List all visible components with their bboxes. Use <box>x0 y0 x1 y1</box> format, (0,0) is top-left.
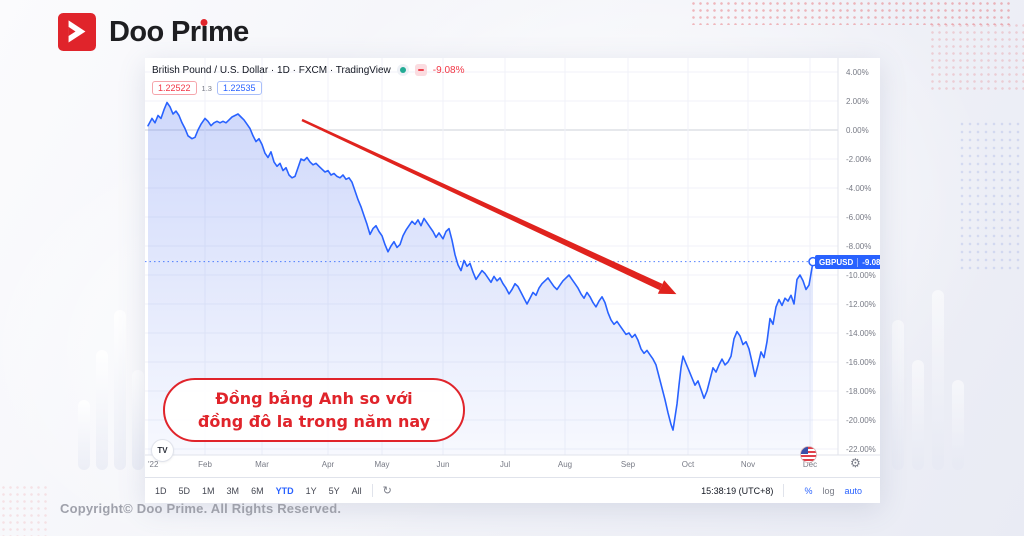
market-status-icon[interactable] <box>396 64 409 76</box>
background-decoration <box>114 310 126 470</box>
chart-header: British Pound / U.S. Dollar · 1D · FXCM … <box>152 64 464 95</box>
y-axis-label: -16.00% <box>846 357 876 367</box>
background-decoration <box>952 380 964 470</box>
range-3m[interactable]: 3M <box>226 485 240 496</box>
annotation-callout: Đồng bảng Anh so với đồng đô la trong nă… <box>163 378 465 442</box>
y-axis-label: -14.00% <box>846 328 876 338</box>
x-axis-label[interactable]: Sep <box>620 460 636 469</box>
y-axis-label: -8.00% <box>846 241 872 251</box>
range-1y[interactable]: 1Y <box>305 485 317 496</box>
chart-title[interactable]: British Pound / U.S. Dollar · 1D · FXCM … <box>152 64 391 76</box>
logo-i-dot: ı <box>200 15 208 48</box>
auto-scale-button[interactable]: auto <box>844 485 862 496</box>
y-axis-label: -12.00% <box>846 299 876 309</box>
price-line <box>147 101 814 431</box>
x-axis-label[interactable]: Jul <box>499 460 511 469</box>
copyright-text: Copyright© Doo Prime. All Rights Reserve… <box>60 501 342 516</box>
spread-value: 1.3 <box>201 83 212 93</box>
y-axis-label: -2.00% <box>846 154 872 164</box>
settings-gear-icon[interactable]: ⚙ <box>850 456 861 470</box>
y-axis-label: -22.00% <box>846 444 876 454</box>
x-axis-label[interactable]: May <box>374 460 390 469</box>
bid-price[interactable]: 1.22522 <box>152 81 197 95</box>
us-flag-icon[interactable] <box>800 446 817 463</box>
background-decoration <box>96 350 108 470</box>
brand-name-part: Doo Pr <box>109 15 201 48</box>
pause-badge-icon[interactable] <box>414 64 427 76</box>
x-axis-label[interactable]: Apr <box>321 460 335 469</box>
price-badge-value: -9.08% <box>862 257 880 267</box>
log-scale-button[interactable]: log <box>822 485 835 496</box>
ask-price[interactable]: 1.22535 <box>216 81 262 95</box>
x-axis-label[interactable]: Nov <box>740 460 756 469</box>
background-decoration <box>892 320 904 470</box>
price-badge: GBPUSD -9.08% <box>815 255 880 269</box>
annotation-line2: đồng đô la trong năm nay <box>197 412 431 431</box>
toolbar-divider <box>371 484 373 497</box>
y-axis-label: -6.00% <box>846 212 872 222</box>
range-5y[interactable]: 5Y <box>328 485 340 496</box>
background-dots-pattern <box>690 0 1010 25</box>
range-all[interactable]: All <box>351 485 362 496</box>
chart-card: British Pound / U.S. Dollar · 1D · FXCM … <box>145 58 880 503</box>
background-decoration <box>912 360 924 470</box>
range-5d[interactable]: 5D <box>178 485 191 496</box>
x-axis-label[interactable]: Aug <box>557 460 573 469</box>
y-axis-label: 0.00% <box>846 125 869 135</box>
y-axis-label: -20.00% <box>846 415 876 425</box>
range-1m[interactable]: 1M <box>202 485 215 496</box>
arrow-head <box>657 280 677 295</box>
price-chart[interactable] <box>145 58 880 503</box>
tradingview-logo-icon[interactable]: TV <box>151 439 174 462</box>
percent-scale-button[interactable]: % <box>804 485 813 496</box>
background-decoration <box>132 370 144 470</box>
range-selector: 1D 5D 1M 3M 6M YTD 1Y 5Y All <box>155 486 362 496</box>
x-axis-label[interactable]: '22 <box>148 460 159 469</box>
go-to-date-icon[interactable]: ↻ <box>382 485 392 497</box>
background-dots-pattern <box>0 484 48 536</box>
x-axis-label[interactable]: Oct <box>681 460 695 469</box>
background-dots-pattern <box>958 120 1020 270</box>
change-percent: -9.08% <box>432 64 465 76</box>
x-axis-label[interactable]: Mar <box>255 460 269 469</box>
y-axis-label: 4.00% <box>846 67 869 77</box>
range-6m[interactable]: 6M <box>251 485 264 496</box>
area-fill <box>148 102 813 455</box>
range-ytd[interactable]: YTD <box>275 485 294 496</box>
badge-divider <box>857 257 859 267</box>
trend-arrow <box>301 118 677 295</box>
x-axis-label[interactable]: Jun <box>436 460 450 469</box>
annotation-line1: Đồng bảng Anh so với <box>215 388 413 408</box>
x-axis-label[interactable]: Feb <box>198 460 212 469</box>
range-1d[interactable]: 1D <box>155 485 167 496</box>
y-axis-label: -18.00% <box>846 386 876 396</box>
background-dots-pattern <box>929 22 1024 94</box>
brand-name-part: me <box>207 15 249 48</box>
background-decoration <box>932 290 944 470</box>
toolbar-divider <box>783 484 785 497</box>
arrow-shaft <box>301 118 663 291</box>
doo-prime-logo-icon <box>58 13 96 51</box>
background-decoration <box>78 400 90 470</box>
brand-header: Doo Pr ı me <box>58 13 249 51</box>
price-badge-symbol: GBPUSD <box>819 257 854 267</box>
y-axis-label: 2.00% <box>846 96 869 106</box>
brand-name: Doo Pr ı me <box>109 16 249 49</box>
chart-toolbar: 1D 5D 1M 3M 6M YTD 1Y 5Y All ↻ 15:38:19 (UTC+8) … <box>145 477 880 503</box>
clock-time[interactable]: 15:38:19 (UTC+8) <box>701 485 774 496</box>
x-axis-label[interactable]: Dec <box>802 460 818 469</box>
y-axis-label: -10.00% <box>846 270 876 280</box>
y-axis-label: -4.00% <box>846 183 872 193</box>
chart-series <box>145 101 818 455</box>
